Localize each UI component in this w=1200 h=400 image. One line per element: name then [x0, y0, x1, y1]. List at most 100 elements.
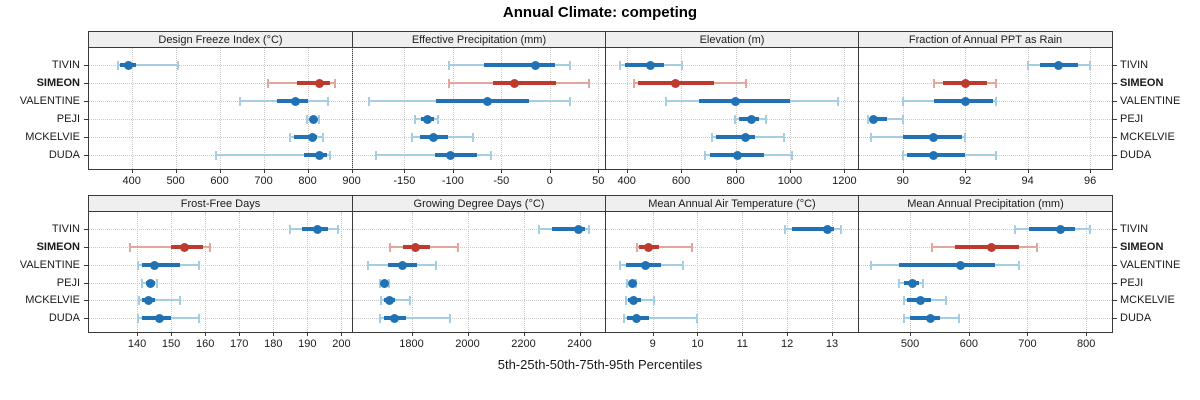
cap-95th	[434, 261, 437, 270]
x-tick-label: -150	[393, 175, 416, 187]
bar-25th-75th	[435, 153, 478, 157]
median-dot	[428, 132, 438, 142]
x-tick-mark	[1027, 332, 1029, 336]
median-dot	[741, 132, 751, 142]
x-tick-label: 10	[691, 338, 704, 350]
median-dot	[379, 278, 389, 288]
x-tick-mark	[467, 332, 469, 336]
x-tick-mark	[579, 332, 581, 336]
x-tick-label: 600	[210, 175, 229, 187]
x-gridline	[697, 212, 699, 332]
row-guideline	[859, 137, 1112, 138]
x-gridline	[681, 48, 683, 169]
median-dot	[309, 114, 319, 124]
panel-title: Effective Precipitation (mm)	[352, 31, 606, 48]
median-dot	[146, 278, 156, 288]
y-tick-mark-right	[1113, 247, 1117, 248]
site-label-left: PEJI	[56, 277, 80, 289]
x-tick-mark	[742, 332, 744, 336]
panel-title: Growing Degree Days (°C)	[352, 195, 606, 212]
panel-5: Growing Degree Days (°C)	[352, 195, 606, 333]
cap-95th	[945, 296, 948, 305]
y-tick-mark-left	[84, 300, 88, 301]
whisker-5th-95th	[376, 154, 491, 156]
cap-5th	[869, 261, 872, 270]
x-tick-mark	[697, 332, 699, 336]
x-tick-mark	[831, 332, 833, 336]
x-tick-label: 11	[736, 338, 749, 350]
row-guideline	[89, 65, 352, 66]
x-tick-mark	[219, 169, 221, 173]
cap-5th	[367, 261, 370, 270]
x-tick-label: 600	[671, 175, 691, 187]
median-dot	[1056, 224, 1066, 234]
site-label-left: SIMEON	[36, 77, 80, 89]
row-guideline	[606, 300, 858, 301]
row-guideline	[606, 247, 858, 248]
x-gridline	[307, 212, 309, 332]
x-gridline	[844, 48, 846, 169]
bar-25th-75th	[142, 263, 180, 267]
cap-95th	[901, 115, 904, 124]
x-gridline	[171, 212, 173, 332]
row-guideline	[606, 119, 858, 120]
x-tick-mark	[787, 332, 789, 336]
cap-95th	[1018, 261, 1021, 270]
row-guideline	[606, 229, 858, 230]
cap-95th	[569, 97, 572, 106]
panel-plot	[352, 211, 606, 333]
bar-25th-75th	[910, 316, 940, 320]
x-tick-label: 12	[781, 338, 794, 350]
median-dot	[314, 150, 324, 160]
x-tick-mark	[965, 169, 967, 173]
y-tick-mark-right	[1113, 265, 1117, 266]
site-label-left: SIMEON	[36, 241, 80, 253]
x-gridline	[501, 48, 503, 169]
y-tick-mark-right	[1113, 137, 1117, 138]
median-dot	[411, 242, 421, 252]
panel-title: Fraction of Annual PPT as Rain	[858, 31, 1113, 48]
row-guideline	[859, 65, 1112, 66]
cap-5th	[379, 314, 382, 323]
bar-25th-75th	[492, 81, 556, 85]
cap-95th	[472, 133, 475, 142]
bar-25th-75th	[483, 63, 555, 67]
cap-5th	[619, 61, 622, 70]
median-dot	[746, 114, 756, 124]
cap-5th	[901, 97, 904, 106]
whisker-5th-95th	[130, 246, 211, 248]
x-tick-mark	[789, 169, 791, 173]
bar-25th-75th	[436, 99, 530, 103]
cap-95th	[321, 133, 324, 142]
y-tick-mark-left	[84, 155, 88, 156]
site-label-left: VALENTINE	[19, 95, 80, 107]
median-dot	[916, 295, 926, 305]
x-tick-mark	[307, 332, 309, 336]
median-dot	[960, 96, 970, 106]
cap-5th	[710, 133, 713, 142]
x-tick-mark	[137, 332, 139, 336]
site-label-left: DUDA	[48, 312, 80, 324]
y-tick-mark-right	[1113, 229, 1117, 230]
site-label-left: MCKELVIE	[25, 131, 80, 143]
cap-95th	[782, 133, 785, 142]
cap-95th	[337, 225, 340, 234]
x-gridline	[263, 48, 265, 169]
row-guideline	[353, 318, 605, 319]
x-gridline	[626, 48, 628, 169]
y-tick-mark-right	[1113, 300, 1117, 301]
x-gridline	[219, 48, 221, 169]
row-guideline	[606, 283, 858, 284]
median-dot	[929, 150, 939, 160]
site-label-right: PEJI	[1120, 277, 1144, 289]
median-dot	[645, 60, 655, 70]
y-tick-mark-left	[84, 119, 88, 120]
median-dot	[398, 260, 408, 270]
whisker-5th-95th	[636, 246, 692, 248]
panel-2: Elevation (m)	[605, 31, 859, 170]
x-tick-mark	[902, 169, 904, 173]
cap-95th	[837, 97, 840, 106]
median-dot	[732, 150, 742, 160]
x-gridline	[968, 212, 970, 332]
cap-95th	[209, 243, 212, 252]
